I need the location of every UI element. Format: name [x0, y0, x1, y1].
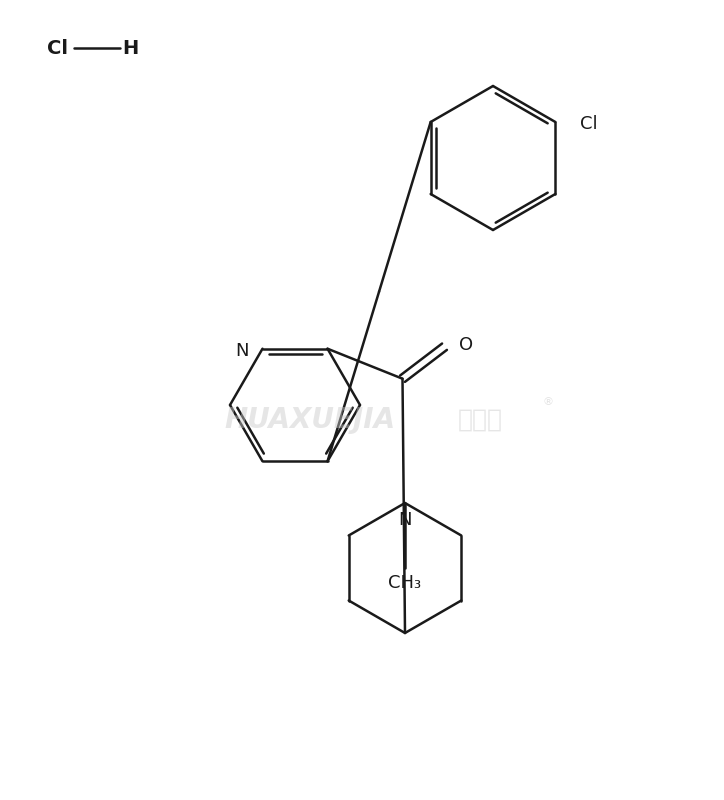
Text: ®: ® — [542, 397, 554, 407]
Text: N: N — [235, 342, 248, 360]
Text: 化学加: 化学加 — [458, 408, 502, 432]
Text: HUAXUEJIA: HUAXUEJIA — [224, 406, 395, 434]
Text: Cl: Cl — [581, 115, 598, 133]
Text: CH₃: CH₃ — [389, 574, 421, 592]
Text: Cl: Cl — [46, 38, 67, 58]
Text: N: N — [398, 511, 412, 529]
Text: O: O — [458, 336, 473, 354]
Text: H: H — [122, 38, 138, 58]
